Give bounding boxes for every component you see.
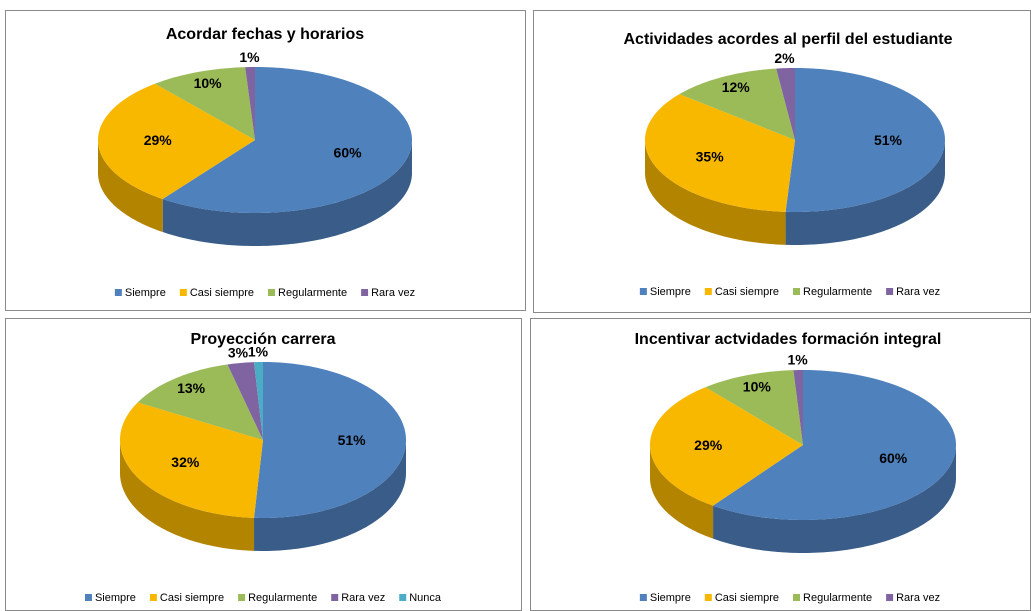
legend-label: Siempre: [95, 592, 136, 604]
legend-label: Regularmente: [278, 287, 347, 299]
legend-label: Casi siempre: [160, 592, 224, 604]
data-label: 29%: [694, 437, 723, 453]
slice-side: [162, 140, 412, 246]
legend-swatch: [331, 594, 339, 601]
chart-title: Proyección carrera: [191, 331, 336, 348]
panel-border: [5, 10, 526, 311]
chart-title: Actividades acordes al perfil del estudi…: [624, 31, 953, 48]
legend-swatch: [361, 289, 369, 296]
data-label: 3%: [228, 344, 249, 360]
data-label: 1%: [239, 49, 260, 65]
data-label: 1%: [788, 352, 809, 368]
legend-swatch: [704, 288, 712, 295]
slice: [227, 362, 263, 440]
legend-swatch: [179, 289, 187, 296]
legend-swatch: [886, 594, 894, 601]
slice-side: [254, 440, 406, 551]
data-label: 51%: [874, 132, 903, 148]
legend-label: Siempre: [650, 592, 691, 604]
data-label: 35%: [696, 148, 725, 164]
legend-swatch: [84, 594, 92, 601]
slice-side: [98, 140, 163, 233]
slice: [98, 83, 255, 200]
legend-label: Siempre: [650, 286, 691, 298]
legend-label: Casi siempre: [715, 286, 779, 298]
slice: [645, 94, 795, 212]
slice: [713, 370, 956, 520]
slice: [785, 68, 945, 212]
legend-label: Rara vez: [896, 286, 940, 298]
legend-label: Regularmente: [248, 592, 317, 604]
legend-label: Rara vez: [896, 592, 940, 604]
data-label: 13%: [177, 380, 206, 396]
slice-side: [713, 445, 956, 553]
legend-swatch: [399, 594, 407, 601]
slice: [705, 370, 803, 445]
legend-swatch: [639, 594, 647, 601]
legend-swatch: [704, 594, 712, 601]
data-label: 60%: [879, 450, 908, 466]
data-label: 10%: [194, 75, 223, 91]
legend-swatch: [639, 288, 647, 295]
legend-label: Regularmente: [803, 286, 872, 298]
data-label: 1%: [248, 343, 269, 359]
chart-title: Acordar fechas y horarios: [166, 26, 364, 43]
slice-side: [120, 440, 255, 551]
slice: [650, 387, 803, 506]
legend-label: Casi siempre: [715, 592, 779, 604]
slice-side: [785, 140, 945, 245]
data-label: 60%: [334, 145, 363, 161]
slice: [245, 67, 255, 140]
data-label: 51%: [338, 432, 367, 448]
data-label: 32%: [171, 454, 200, 470]
legend-swatch: [268, 289, 276, 296]
legend-swatch: [793, 594, 801, 601]
data-label: 2%: [774, 50, 795, 66]
legend-swatch: [886, 288, 894, 295]
slice: [254, 362, 406, 518]
slice: [776, 68, 795, 140]
legend-swatch: [149, 594, 157, 601]
slice: [162, 67, 412, 213]
legend-label: Casi siempre: [190, 287, 254, 299]
slice: [254, 362, 263, 440]
data-label: 12%: [722, 79, 751, 95]
legend-label: Rara vez: [341, 592, 385, 604]
slice: [137, 364, 263, 440]
slice: [120, 402, 263, 518]
legend-label: Rara vez: [371, 287, 415, 299]
legend-label: Regularmente: [803, 592, 872, 604]
legend-label: Nunca: [409, 592, 442, 604]
slice: [154, 67, 255, 140]
legend-swatch: [238, 594, 246, 601]
data-label: 10%: [743, 379, 772, 395]
slice-side: [645, 140, 786, 245]
slice: [679, 68, 795, 140]
legend-label: Siempre: [125, 287, 166, 299]
slice: [793, 370, 803, 445]
legend-swatch: [793, 288, 801, 295]
data-label: 29%: [144, 132, 173, 148]
slice-side: [650, 445, 714, 539]
legend-swatch: [114, 289, 122, 296]
chart-title: Incentivar actvidades formación integral: [635, 331, 942, 348]
